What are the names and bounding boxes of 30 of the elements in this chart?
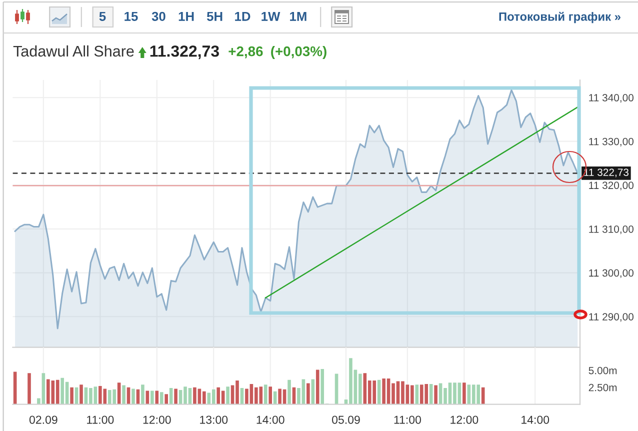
x-tick-label: 02.09 — [29, 416, 58, 424]
text: 15 — [124, 12, 138, 21]
text: 1H — [178, 12, 194, 21]
chart-title: Tadawul All Share — [13, 45, 134, 57]
x-tick-label: 12:00 — [143, 416, 171, 424]
text: +2,86 — [228, 46, 263, 58]
text: 1D — [235, 12, 250, 21]
y-tick-label: 11 310,00 — [589, 225, 634, 234]
y-tick-label: 5.00m — [588, 366, 617, 374]
x-tick-label: 14:00 — [256, 416, 284, 424]
y-tick-label: 11 320,00 — [589, 182, 634, 190]
x-tick-label: 13:00 — [200, 416, 228, 424]
x-tick-label: 14:00 — [522, 416, 550, 424]
x-tick-label: 05.09 — [332, 416, 360, 424]
y-tick-label: 2.50m — [588, 384, 617, 392]
x-tick-label: 11:00 — [394, 416, 421, 424]
text: 30 — [152, 12, 166, 21]
text: (+0,03%) — [271, 46, 326, 59]
y-tick-label: 11 340,00 — [589, 94, 634, 103]
y-tick-label: 11 330,00 — [589, 138, 634, 146]
text: 11.322,73 — [150, 45, 219, 60]
y-tick-label: 11 290,00 — [589, 313, 634, 322]
x-tick-label: 11:00 — [87, 416, 114, 424]
text: 5 — [99, 12, 106, 21]
x-tick-label: 12:00 — [450, 416, 478, 424]
text: 1M — [290, 12, 306, 21]
text: 1W — [262, 12, 280, 21]
y-tick-label: 11 300,00 — [589, 269, 634, 278]
text: 5H — [206, 12, 222, 21]
text: Потоковый график » — [499, 12, 620, 24]
